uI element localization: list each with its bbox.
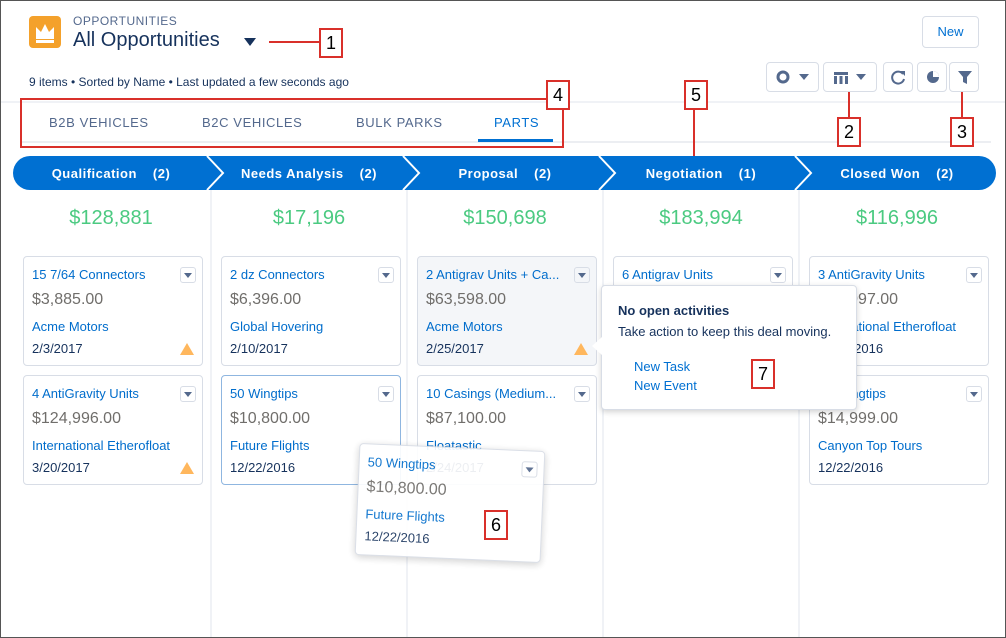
card-title[interactable]: 10 Casings (Medium... xyxy=(426,386,557,401)
stage-header: Negotiation (1) xyxy=(603,156,799,190)
opportunity-card[interactable]: 2 dz Connectors $6,396.00 Global Hovering 2… xyxy=(221,256,401,366)
card-menu[interactable] xyxy=(521,461,538,478)
popover-nub xyxy=(592,337,602,355)
card-amount: $3,885.00 xyxy=(32,291,104,308)
card-account[interactable]: Canyon Top Tours xyxy=(818,438,923,453)
stage-total: $183,994 xyxy=(659,207,743,229)
card-menu[interactable] xyxy=(966,386,982,402)
warning-icon xyxy=(180,343,194,355)
card-account[interactable]: Acme Motors xyxy=(426,319,503,334)
card-title[interactable]: 2 Antigrav Units + Ca... xyxy=(426,267,560,282)
card-menu[interactable] xyxy=(770,267,786,283)
card-date: 12/22/2016 xyxy=(364,528,430,547)
activity-popover: No open activities Take action to keep th… xyxy=(601,285,857,410)
opportunity-card[interactable]: 2 Antigrav Units + Ca... $63,598.00 Acme M… xyxy=(417,256,597,366)
card-menu[interactable] xyxy=(378,267,394,283)
callout-number: 1 xyxy=(319,28,343,58)
popover-title: No open activities xyxy=(618,303,730,318)
refresh-button[interactable] xyxy=(883,62,913,92)
popover-action[interactable]: New Event xyxy=(634,378,697,393)
stage-name: Qualification xyxy=(51,165,137,181)
popover-action[interactable]: New Task xyxy=(634,359,691,374)
card-menu[interactable] xyxy=(180,267,196,283)
callout-number: 4 xyxy=(546,80,570,110)
stage-total: $150,698 xyxy=(463,207,547,229)
card-menu[interactable] xyxy=(966,267,982,283)
stage-count: (1) xyxy=(738,165,757,181)
callout-number: 6 xyxy=(484,510,508,540)
card-account[interactable]: Global Hovering xyxy=(230,319,324,334)
display-as-button[interactable] xyxy=(823,62,877,92)
callout-number: 3 xyxy=(950,117,974,147)
stage-count: (2) xyxy=(936,165,954,181)
stage-header: Qualification (2) xyxy=(13,156,209,190)
warning-icon xyxy=(574,343,588,355)
card-title[interactable]: 50 Wingtips xyxy=(230,386,298,401)
opportunity-card[interactable]: 4 AntiGravity Units $124,996.00 Internatio… xyxy=(23,375,203,485)
card-amount: $10,800.00 xyxy=(230,410,311,427)
stage-name: Closed Won xyxy=(840,165,921,181)
card-title[interactable]: 4 AntiGravity Units xyxy=(32,386,139,401)
card-amount: $10,800.00 xyxy=(366,478,447,499)
card-account[interactable]: Future Flights xyxy=(365,506,446,525)
card-account[interactable]: Future Flights xyxy=(230,438,310,453)
stage-total: $116,996 xyxy=(856,207,938,229)
card-menu[interactable] xyxy=(574,267,590,283)
stage-header: Closed Won (2) xyxy=(799,156,995,190)
stage-name: Negotiation xyxy=(645,165,723,181)
opportunity-card[interactable]: 15 7/64 Connectors $3,885.00 Acme Motors 2/… xyxy=(23,256,203,366)
popover-text: Take action to keep this deal moving. xyxy=(618,324,832,339)
card-date: 2/25/2017 xyxy=(426,341,484,356)
stage-total: $17,196 xyxy=(272,207,346,229)
tab[interactable]: B2C VEHICLES xyxy=(202,115,303,130)
card-title[interactable]: 50 Wingtips xyxy=(367,454,436,473)
stage-total: $128,881 xyxy=(69,207,153,229)
stage-name: Proposal xyxy=(458,165,519,181)
tab[interactable]: PARTS xyxy=(494,115,540,130)
opportunity-card[interactable]: 50 Wingtips $10,800.00 Future Flights 12/22… xyxy=(354,442,546,564)
card-amount: $14,999.00 xyxy=(818,410,899,427)
card-title[interactable]: 6 Antigrav Units xyxy=(622,267,714,282)
callout-number: 7 xyxy=(751,359,775,389)
active-tab-indicator xyxy=(478,139,553,142)
stage-name: Needs Analysis xyxy=(240,165,344,181)
card-date: 2/10/2017 xyxy=(230,341,288,356)
list-name[interactable]: All Opportunities xyxy=(73,29,220,51)
stage-count: (2) xyxy=(359,165,377,181)
card-date: 12/22/2016 xyxy=(230,460,296,475)
stage-count: (2) xyxy=(152,165,171,181)
card-menu[interactable] xyxy=(378,386,394,402)
card-title[interactable]: 15 7/64 Connectors xyxy=(32,267,146,282)
stage-header: Needs Analysis (2) xyxy=(211,156,407,190)
card-amount: $6,396.00 xyxy=(230,291,302,308)
card-date: 2/3/2017 xyxy=(32,341,83,356)
card-account[interactable]: Acme Motors xyxy=(32,319,109,334)
chart-button[interactable] xyxy=(917,62,947,92)
settings-button[interactable] xyxy=(766,62,819,92)
card-amount: $124,996.00 xyxy=(32,410,121,427)
callout-number: 2 xyxy=(837,117,861,147)
filter-button[interactable] xyxy=(949,62,979,92)
card-account[interactable]: International Etherofloat xyxy=(32,438,171,453)
warning-icon xyxy=(180,462,194,474)
card-date: 3/20/2017 xyxy=(32,460,90,475)
card-amount: $87,100.00 xyxy=(426,410,507,427)
tab[interactable]: B2B VEHICLES xyxy=(49,115,149,130)
card-menu[interactable] xyxy=(180,386,196,402)
stage-count: (2) xyxy=(534,165,552,181)
tab[interactable]: BULK PARKS xyxy=(356,115,443,130)
card-title[interactable]: 3 AntiGravity Units xyxy=(818,267,925,282)
new-button[interactable]: New xyxy=(922,16,979,48)
list-status: 9 items • Sorted by Name • Last updated … xyxy=(29,75,349,89)
object-label: OPPORTUNITIES xyxy=(73,14,178,28)
callout-number: 5 xyxy=(684,80,708,110)
card-title[interactable]: 2 dz Connectors xyxy=(230,267,325,282)
card-date: 12/22/2016 xyxy=(818,460,884,475)
stage-header: Proposal (2) xyxy=(407,156,603,190)
card-amount: $63,598.00 xyxy=(426,291,507,308)
card-menu[interactable] xyxy=(574,386,590,402)
